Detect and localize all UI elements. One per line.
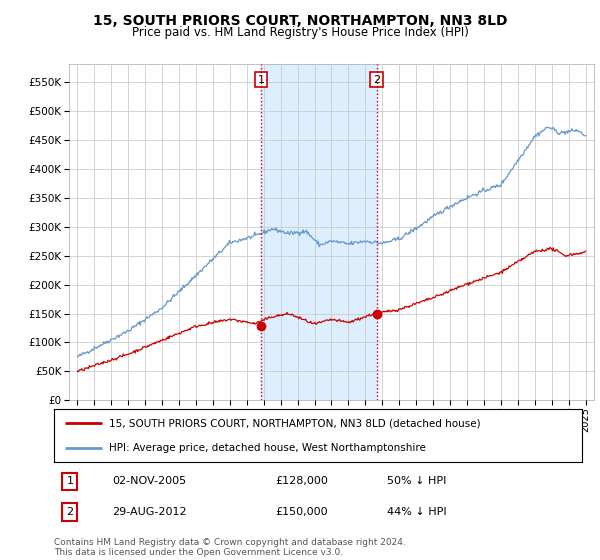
Text: HPI: Average price, detached house, West Northamptonshire: HPI: Average price, detached house, West… — [109, 442, 427, 452]
Text: 1: 1 — [67, 477, 73, 487]
Bar — [261, 64, 377, 400]
Text: 2: 2 — [373, 74, 380, 85]
Text: Price paid vs. HM Land Registry's House Price Index (HPI): Price paid vs. HM Land Registry's House … — [131, 26, 469, 39]
Text: 15, SOUTH PRIORS COURT, NORTHAMPTON, NN3 8LD: 15, SOUTH PRIORS COURT, NORTHAMPTON, NN3… — [93, 14, 507, 28]
Text: 44% ↓ HPI: 44% ↓ HPI — [386, 507, 446, 517]
Text: 15, SOUTH PRIORS COURT, NORTHAMPTON, NN3 8LD (detached house): 15, SOUTH PRIORS COURT, NORTHAMPTON, NN3… — [109, 418, 481, 428]
Text: £150,000: £150,000 — [276, 507, 328, 517]
Text: 02-NOV-2005: 02-NOV-2005 — [112, 477, 186, 487]
Text: 2: 2 — [66, 507, 73, 517]
Text: 29-AUG-2012: 29-AUG-2012 — [112, 507, 187, 517]
Text: £128,000: £128,000 — [276, 477, 329, 487]
Text: 1: 1 — [257, 74, 265, 85]
Text: 50% ↓ HPI: 50% ↓ HPI — [386, 477, 446, 487]
Text: Contains HM Land Registry data © Crown copyright and database right 2024.
This d: Contains HM Land Registry data © Crown c… — [54, 538, 406, 557]
